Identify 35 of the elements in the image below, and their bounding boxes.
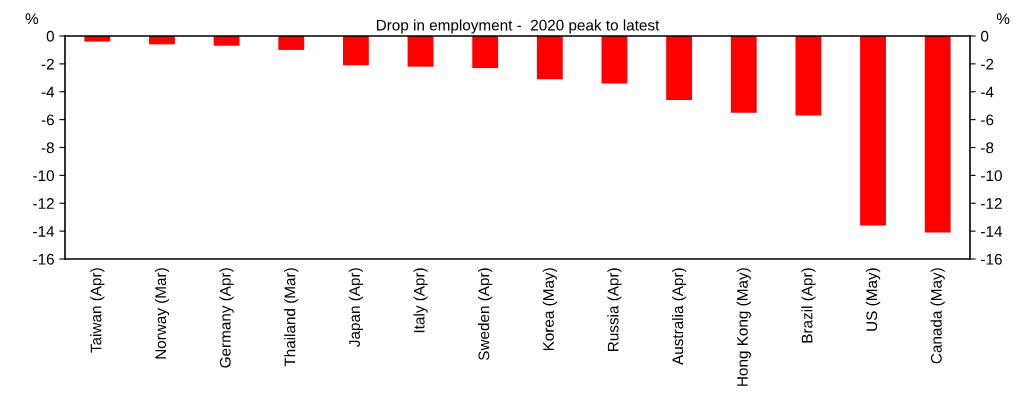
y2-tick-label: -16	[981, 253, 1002, 265]
x-tick-label: Sweden (Apr)	[478, 268, 493, 361]
y-tick-label: -6	[41, 114, 54, 126]
x-tick-label: Italy (Apr)	[413, 268, 428, 333]
y2-tick-label: -14	[981, 226, 1003, 237]
x-tick-label: Japan (Apr)	[348, 268, 364, 347]
y2-tick-label: -10	[981, 170, 1002, 182]
x-tick-label: US (May)	[865, 268, 881, 331]
y2-tick-label: -4	[981, 86, 994, 98]
y-tick-label: -12	[33, 198, 54, 209]
x-tick-label: Canada (May)	[930, 268, 945, 364]
y2-tick-label: 0	[981, 30, 989, 42]
y-tick-label: -2	[41, 58, 54, 70]
chart-title: Drop in employment - 2020 peak to latest	[376, 19, 660, 34]
x-tick-label: Brazil (Apr)	[801, 268, 816, 343]
x-tick-label: Norway (Mar)	[154, 268, 170, 359]
x-tick-label: Taiwan (Apr)	[90, 268, 105, 353]
y2-axis-title: %	[996, 13, 1010, 25]
y-tick-label: -4	[41, 86, 55, 98]
y2-tick-label: -2	[981, 58, 994, 70]
y-axis-title: %	[25, 13, 39, 25]
x-tick-label: Australia (Apr)	[671, 268, 687, 365]
x-tick-label: Thailand (Mar)	[284, 268, 299, 367]
y2-tick-label: -8	[981, 142, 994, 154]
y2-tick-label: -12	[981, 198, 1002, 209]
y-tick-label: -10	[33, 170, 54, 182]
y-tick-label: -16	[33, 253, 54, 265]
y2-tick-label: -6	[981, 114, 994, 126]
y-tick-label: -14	[33, 226, 55, 237]
x-tick-label: Hong Kong (May)	[736, 268, 751, 386]
y-tick-label: -8	[41, 142, 54, 154]
x-tick-label: Germany (Apr)	[219, 268, 234, 368]
y-tick-label: 0	[46, 30, 54, 42]
x-tick-label: Russia (Apr)	[607, 268, 622, 351]
x-tick-label: Korea (May)	[542, 268, 557, 351]
